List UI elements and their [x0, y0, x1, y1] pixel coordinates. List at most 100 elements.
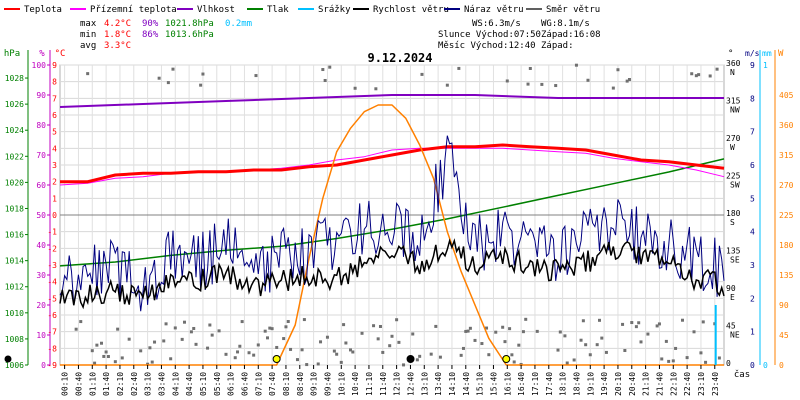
humidity-tick: 90 — [36, 91, 46, 100]
x-tick-label: 23:40 — [711, 372, 720, 396]
wind-dir-tick: 180 — [726, 209, 741, 218]
wind-dir-point — [353, 86, 357, 90]
x-tick-label: 02:40 — [130, 372, 139, 396]
wind-dir-compass: E — [730, 293, 735, 302]
wind-dir-point — [127, 337, 131, 341]
x-tick-label: 13:40 — [434, 372, 443, 396]
wind-dir-point — [563, 334, 567, 338]
wind-dir-compass: NW — [730, 106, 740, 115]
wind-dir-point — [100, 341, 103, 345]
wind-dir-point — [508, 327, 512, 331]
wind-dir-point — [150, 360, 154, 364]
wind-dir-point — [116, 327, 120, 331]
wind-speed-line — [59, 238, 725, 310]
wind-dir-point — [166, 81, 170, 85]
humidity-line — [59, 94, 724, 108]
wind-dir-point — [332, 349, 336, 353]
wind-dir-point — [344, 341, 348, 345]
temperature-tick: 7 — [52, 94, 57, 103]
x-tick-label: 08:40 — [296, 372, 305, 396]
rain-tick: 1 — [763, 61, 768, 70]
wind-speed-tick: 1 — [750, 328, 755, 337]
wind-dir-point — [468, 326, 472, 330]
temperature-tick: -3 — [47, 261, 57, 270]
wind-dir-point — [321, 68, 325, 72]
wind-dir-point — [655, 324, 659, 328]
x-tick-label: 07:10 — [254, 372, 263, 396]
x-tick-label: 08:10 — [282, 372, 291, 396]
wind-dir-compass: NE — [730, 331, 740, 340]
wind-dir-point — [157, 76, 161, 80]
x-tick-label: 04:40 — [185, 372, 194, 396]
wind-dir-point — [106, 355, 110, 359]
solar-tick: 180 — [779, 241, 794, 250]
wind-dir-tick: 360 — [726, 59, 741, 68]
wind-dir-point — [588, 353, 592, 357]
pressure-tick: 1006 — [5, 361, 24, 370]
wind-dir-point — [201, 72, 205, 76]
x-tick-label: 22:40 — [683, 372, 692, 396]
wind-dir-point — [473, 338, 477, 342]
series-lines — [59, 94, 725, 366]
stat-pressure: 1013.6hPa — [165, 30, 214, 40]
x-axis: 00:10 00:40 01:10 01:40 02:10 02:40 03:10 03:40… — [61, 365, 750, 396]
wind-dir-point — [611, 86, 615, 90]
wind-dir-point — [512, 360, 516, 364]
wind-dir-point — [192, 326, 196, 330]
solar-tick: 270 — [779, 181, 794, 190]
pressure-tick: 1020 — [5, 178, 24, 187]
x-tick-label: 06:10 — [227, 372, 236, 396]
humidity-tick: 40 — [36, 241, 46, 250]
rain-bar — [714, 305, 717, 365]
humidity-tick: 100 — [32, 61, 47, 70]
grid — [59, 64, 725, 366]
humidity-tick: 70 — [36, 151, 46, 160]
x-tick-label: 09:10 — [310, 372, 319, 396]
stats-panel: max 4.2°C 90% 1021.8hPa 0.2mm min 1.8°C 86% 1013… — [80, 19, 601, 51]
pressure-axis-label: hPa — [4, 49, 20, 59]
temperature-tick: -6 — [47, 311, 57, 320]
wind-dir-point — [480, 342, 484, 346]
wind-dir-point — [206, 346, 210, 350]
wind-dir-point — [697, 73, 701, 77]
wind-dir-point — [681, 318, 684, 322]
wind-dir-point — [581, 319, 585, 323]
x-tick-label: 10:10 — [337, 372, 346, 396]
sunrise-marker — [272, 355, 281, 363]
wind-dir-compass: S — [730, 218, 735, 227]
wind-dir-point — [224, 352, 228, 356]
wind-dir-point — [171, 67, 175, 71]
solar-radiation-line — [60, 104, 724, 366]
x-tick-label: 00:10 — [61, 372, 70, 396]
wind-dir-point — [503, 340, 507, 344]
wind-dir-point — [286, 320, 290, 324]
pressure-tick: 1008 — [5, 335, 24, 344]
pressure-tick: 1016 — [5, 231, 24, 240]
x-tick-label: 20:10 — [614, 372, 623, 396]
pressure-tick: 1022 — [5, 152, 24, 161]
pressure-tick: 1026 — [5, 100, 24, 109]
wind-dir-point — [302, 318, 306, 322]
x-tick-label: 06:40 — [240, 372, 249, 396]
wind-dir-point — [252, 353, 256, 357]
x-tick-label: 19:40 — [600, 372, 609, 396]
wind-dir-point — [485, 326, 489, 330]
wind-dir-point — [558, 330, 562, 334]
wind-dir-point — [674, 346, 678, 350]
sun-moon-markers — [4, 355, 511, 363]
wind-dir-tick: 270 — [726, 134, 741, 143]
wind-dir-point — [660, 357, 664, 361]
solar-axis-label: W — [778, 49, 784, 59]
info-moonset: Západ: — [541, 41, 574, 51]
wind-dir-point — [528, 66, 532, 70]
wind-gust-line — [59, 135, 725, 312]
wind-dir-compass: N — [730, 68, 735, 77]
x-tick-label: 10:40 — [351, 372, 360, 396]
wind-dir-point — [510, 353, 514, 357]
pressure-tick: 1018 — [5, 204, 24, 213]
wind-dir-axis-label: ° — [728, 49, 733, 59]
x-tick-label: 19:10 — [586, 372, 595, 396]
stat-temp: 4.2°C — [104, 19, 131, 29]
wind-dir-point — [540, 82, 544, 86]
wind-dir-point — [664, 339, 668, 343]
